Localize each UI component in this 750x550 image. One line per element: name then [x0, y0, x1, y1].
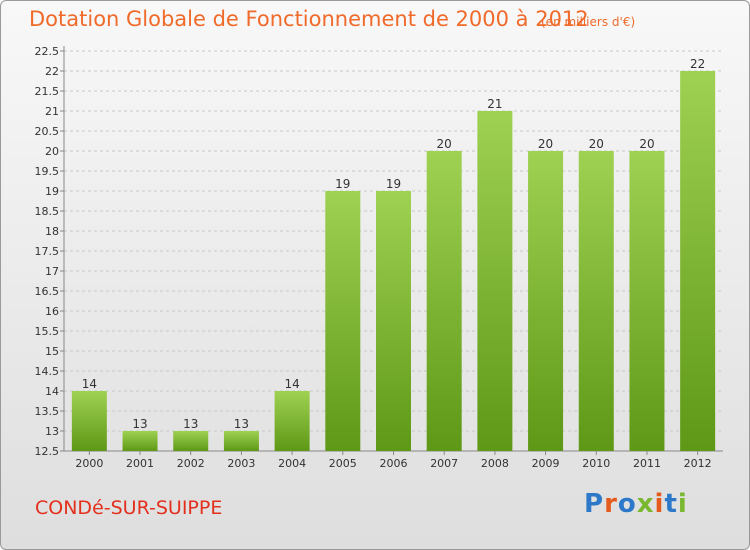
- y-tick-label: 19: [45, 185, 59, 198]
- bar: [376, 191, 411, 451]
- data-label: 20: [639, 137, 654, 151]
- data-label: 14: [82, 377, 97, 391]
- y-tick-label: 21.5: [35, 85, 60, 98]
- y-tick-label: 13: [45, 425, 59, 438]
- logo-letter: i: [677, 489, 688, 519]
- data-label: 20: [589, 137, 604, 151]
- x-tick-label: 2003: [227, 457, 255, 470]
- bar: [680, 71, 716, 451]
- x-tick-label: 2004: [278, 457, 306, 470]
- x-tick-label: 2011: [633, 457, 661, 470]
- bar: [71, 391, 107, 451]
- y-tick-label: 12.5: [35, 445, 60, 458]
- data-label: 20: [437, 137, 452, 151]
- x-tick-label: 2012: [684, 457, 712, 470]
- y-tick-label: 22: [45, 65, 59, 78]
- y-tick-label: 18.5: [35, 205, 60, 218]
- x-tick-label: 2005: [329, 457, 357, 470]
- data-label: 21: [487, 97, 502, 111]
- commune-name: CONDé-SUR-SUIPPE: [35, 497, 223, 519]
- bar: [173, 431, 209, 451]
- y-tick-label: 15: [45, 345, 59, 358]
- y-tick-label: 16.5: [35, 285, 60, 298]
- logo-letter: P: [584, 489, 605, 519]
- bar: [426, 151, 462, 451]
- y-tick-label: 15.5: [35, 325, 60, 338]
- bar: [629, 151, 665, 451]
- y-tick-label: 17: [45, 265, 59, 278]
- y-tick-label: 21: [45, 105, 59, 118]
- data-label: 22: [690, 57, 705, 71]
- bar: [223, 431, 259, 451]
- y-tick-label: 16: [45, 305, 59, 318]
- bar: [528, 151, 564, 451]
- bar: [578, 151, 614, 451]
- x-tick-label: 2008: [481, 457, 509, 470]
- y-tick-label: 13.5: [35, 405, 60, 418]
- proxiti-logo: Proxiti: [584, 489, 688, 519]
- x-tick-label: 2002: [177, 457, 205, 470]
- y-tick-label: 20.5: [35, 125, 60, 138]
- data-label: 13: [132, 417, 147, 431]
- x-tick-label: 2006: [380, 457, 408, 470]
- y-tick-label: 19.5: [35, 165, 60, 178]
- y-tick-label: 22.5: [35, 45, 60, 58]
- chart-title: Dotation Globale de Fonctionnement de 20…: [29, 7, 589, 31]
- data-label: 19: [386, 177, 401, 191]
- y-tick-label: 18: [45, 225, 59, 238]
- bar: [274, 391, 310, 451]
- data-label: 13: [234, 417, 249, 431]
- logo-letter: i: [654, 489, 665, 519]
- bar: [122, 431, 158, 451]
- data-label: 19: [335, 177, 350, 191]
- logo-letter: r: [604, 489, 618, 519]
- logo-letter: t: [664, 489, 678, 519]
- x-tick-label: 2000: [75, 457, 103, 470]
- logo-letter: x: [636, 489, 655, 519]
- y-tick-label: 14.5: [35, 365, 60, 378]
- y-tick-label: 20: [45, 145, 59, 158]
- data-label: 14: [284, 377, 299, 391]
- bar: [325, 191, 361, 451]
- y-tick-label: 17.5: [35, 245, 60, 258]
- data-label: 20: [538, 137, 553, 151]
- x-tick-label: 2007: [430, 457, 458, 470]
- data-label: 13: [183, 417, 198, 431]
- x-tick-label: 2001: [126, 457, 154, 470]
- x-tick-label: 2010: [582, 457, 610, 470]
- x-tick-label: 2009: [532, 457, 560, 470]
- bar: [477, 111, 513, 451]
- y-tick-label: 14: [45, 385, 59, 398]
- chart-unit: (en milliers d'€): [541, 15, 636, 29]
- logo-letter: o: [617, 489, 637, 519]
